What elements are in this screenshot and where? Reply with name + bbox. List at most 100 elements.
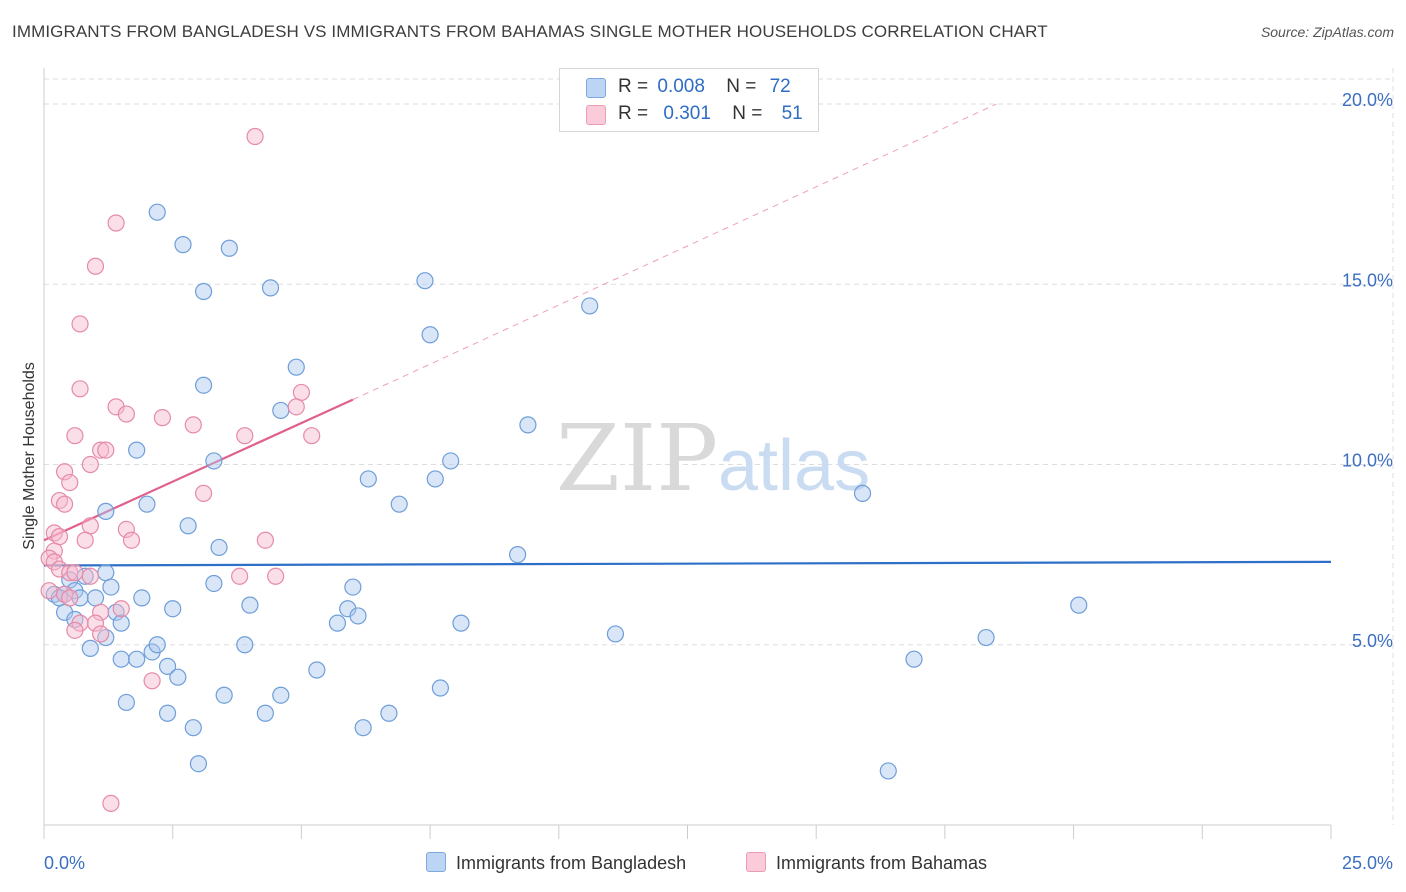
point-bahamas — [66, 427, 84, 445]
point-bangladesh — [236, 636, 254, 654]
point-bangladesh — [117, 693, 135, 712]
point-bangladesh — [220, 239, 238, 257]
point-bahamas — [246, 127, 264, 146]
point-bangladesh — [179, 517, 197, 535]
watermark-atlas: atlas — [718, 426, 870, 506]
point-bangladesh — [380, 704, 398, 722]
legend-n-label: N = — [732, 103, 763, 124]
x-tick-label-min: 0.0% — [44, 853, 85, 873]
point-bahamas — [61, 473, 79, 492]
point-bangladesh — [194, 282, 213, 301]
grid-lines — [44, 68, 1394, 825]
point-bangladesh — [349, 607, 367, 625]
legend-item-bahamas: Immigrants from Bahamas — [746, 852, 987, 874]
point-bangladesh — [442, 452, 460, 470]
legend-n-value: 72 — [769, 76, 791, 97]
point-bahamas — [102, 794, 120, 812]
point-bangladesh — [519, 416, 537, 434]
point-bangladesh — [138, 495, 156, 513]
point-bangladesh — [977, 628, 995, 647]
point-bangladesh — [215, 686, 233, 704]
point-bangladesh — [128, 650, 146, 668]
point-bahamas — [81, 455, 99, 474]
point-bangladesh — [308, 661, 326, 679]
point-bahamas — [71, 315, 89, 333]
point-bangladesh — [86, 589, 105, 607]
point-bahamas — [92, 603, 110, 621]
trend-lines — [43, 103, 1332, 567]
point-bangladesh — [169, 668, 187, 686]
point-bahamas — [92, 625, 110, 643]
legend-n-value: 51 — [781, 103, 803, 124]
point-bahamas — [287, 398, 305, 416]
point-bangladesh — [112, 650, 130, 668]
point-bahamas — [231, 567, 249, 585]
point-bangladesh — [581, 297, 599, 315]
point-bahamas — [107, 214, 125, 232]
point-bangladesh — [189, 755, 208, 773]
point-bahamas — [61, 589, 79, 607]
point-bahamas — [61, 564, 79, 582]
point-bangladesh — [241, 596, 259, 614]
point-bahamas — [112, 600, 130, 618]
y-tick-label: 5.0% — [1352, 631, 1393, 651]
point-bangladesh — [272, 686, 290, 704]
point-bahamas — [81, 517, 99, 535]
y-tick-label: 10.0% — [1342, 451, 1393, 471]
point-bangladesh — [272, 401, 290, 420]
point-bangladesh — [421, 326, 439, 344]
point-bangladesh — [102, 578, 120, 596]
point-bangladesh — [261, 279, 280, 297]
point-bahamas — [81, 567, 99, 585]
point-bangladesh — [390, 495, 408, 513]
point-bangladesh — [158, 704, 177, 722]
legend-r-value: 0.301 — [663, 103, 711, 124]
point-bangladesh — [148, 636, 166, 654]
source-credit: Source: ZipAtlas.com — [1260, 24, 1394, 40]
point-bahamas — [97, 441, 115, 459]
point-bangladesh — [287, 358, 305, 376]
point-bangladesh — [205, 574, 223, 593]
point-bangladesh — [1070, 596, 1088, 614]
point-bangladesh — [256, 704, 274, 722]
correlation-legend: R = 0.008 N = 72 R = 0.301 N = 51 — [559, 68, 819, 132]
point-bangladesh — [359, 470, 377, 488]
y-axis-label: Single Mother Households — [21, 362, 38, 550]
chart-title: IMMIGRANTS FROM BANGLADESH VS IMMIGRANTS… — [12, 22, 1048, 41]
legend-swatch-blue — [426, 852, 446, 872]
point-bangladesh — [148, 203, 166, 221]
point-bangladesh — [133, 589, 151, 607]
point-bangladesh — [81, 639, 99, 657]
legend-item-bangladesh: Immigrants from Bangladesh — [426, 852, 686, 874]
point-bangladesh — [879, 762, 897, 780]
point-bahamas — [236, 427, 254, 445]
point-bangladesh — [194, 376, 213, 394]
point-bahamas — [86, 257, 105, 275]
point-bahamas — [194, 484, 213, 502]
legend-r-value: 0.008 — [657, 76, 705, 97]
point-bangladesh — [128, 441, 146, 459]
legend-r-label: R = — [618, 103, 649, 124]
point-bahamas — [55, 463, 74, 481]
point-bahamas — [76, 531, 94, 549]
legend-swatch-pink — [746, 852, 766, 872]
legend-label-bangladesh: Immigrants from Bangladesh — [456, 853, 687, 873]
legend-r-label: R = — [618, 76, 649, 97]
point-bahamas — [55, 495, 74, 513]
point-bangladesh — [426, 470, 444, 488]
point-bangladesh — [205, 452, 223, 470]
point-bahamas — [40, 582, 58, 600]
point-bahamas — [143, 672, 161, 690]
point-bangladesh — [184, 719, 202, 737]
point-bahamas — [303, 427, 321, 445]
tick-labels: 5.0% 10.0% 15.0% 20.0% 0.0% 25.0% — [44, 90, 1393, 873]
point-bangladesh — [452, 614, 470, 632]
point-bangladesh — [174, 236, 192, 254]
legend-swatch-pink — [586, 105, 606, 125]
point-bahamas — [117, 405, 135, 423]
x-tick-label-max: 25.0% — [1342, 853, 1393, 873]
point-bangladesh — [606, 625, 625, 643]
point-bahamas — [66, 621, 84, 639]
axes — [43, 68, 1332, 839]
